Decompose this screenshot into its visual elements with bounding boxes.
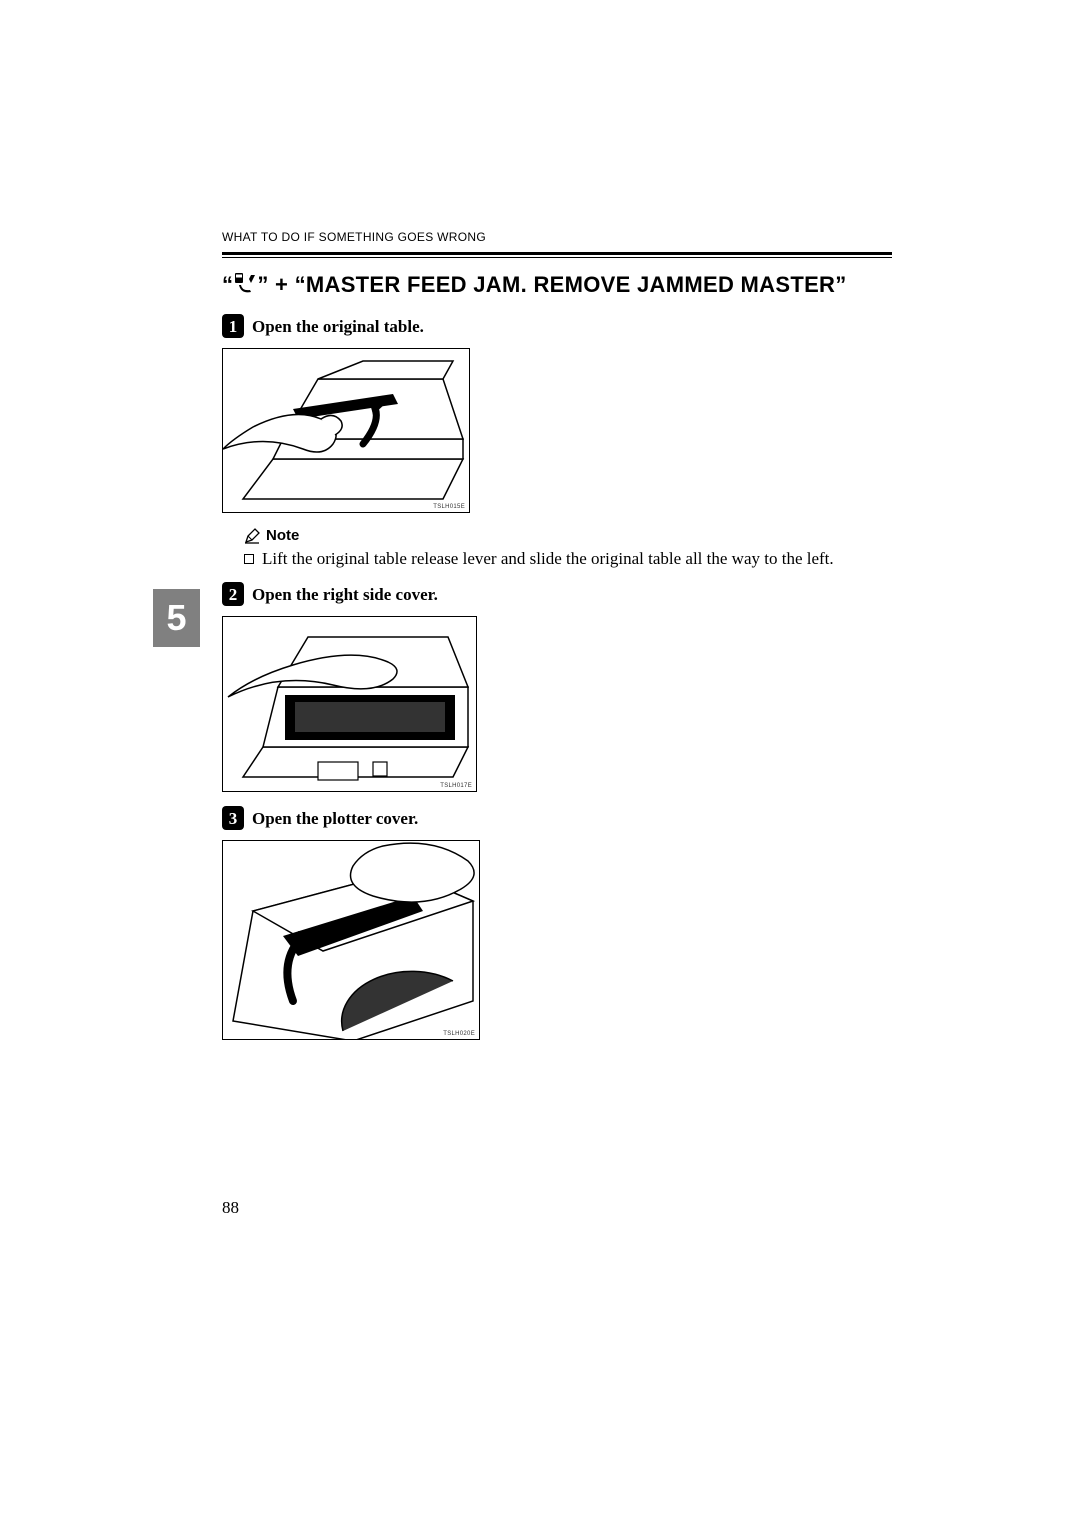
step-number-icon: 3 <box>222 806 244 830</box>
step-header: 1 Open the original table. <box>222 314 892 338</box>
page-number: 88 <box>222 1198 239 1218</box>
step-header: 2 Open the right side cover. <box>222 582 892 606</box>
pencil-icon <box>244 528 260 544</box>
note-label: Note <box>266 527 299 544</box>
title-quote-open: “ <box>222 272 233 297</box>
step-3: 3 Open the plotter cover. TSLH020E <box>222 806 892 1040</box>
note-block: Note Lift the original table release lev… <box>244 527 892 570</box>
illustration-code: TSLH020E <box>443 1031 475 1037</box>
divider-thin <box>222 257 892 258</box>
note-text: Lift the original table release lever an… <box>262 548 834 570</box>
svg-text:2: 2 <box>229 585 238 604</box>
printer-side-cover-sketch <box>223 617 477 792</box>
title-message: MASTER FEED JAM. REMOVE JAMMED MASTER <box>306 272 835 297</box>
printer-plotter-cover-sketch <box>223 841 480 1040</box>
jam-icon <box>233 272 257 294</box>
section-title: “ ” + “MASTER FEED JAM. REMOVE JAMMED MA… <box>222 272 892 298</box>
chapter-tab: 5 <box>153 589 200 647</box>
step-text: Open the right side cover. <box>252 582 438 606</box>
running-header: WHAT TO DO IF SOMETHING GOES WRONG <box>222 230 892 244</box>
step-text: Open the original table. <box>252 314 424 338</box>
page-content: WHAT TO DO IF SOMETHING GOES WRONG “ ” +… <box>222 230 892 1054</box>
step-1: 1 Open the original table. TSLH015E <box>222 314 892 570</box>
svg-text:1: 1 <box>229 317 238 336</box>
step-number-icon: 2 <box>222 582 244 606</box>
step-2-illustration: TSLH017E <box>222 616 477 792</box>
illustration-code: TSLH017E <box>440 783 472 789</box>
note-bullet-icon <box>244 554 254 564</box>
note-header: Note <box>244 527 892 544</box>
printer-open-table-sketch <box>223 349 470 513</box>
divider-thick <box>222 252 892 255</box>
step-text: Open the plotter cover. <box>252 806 418 830</box>
title-mid: ” + “ <box>257 272 306 297</box>
step-1-illustration: TSLH015E <box>222 348 470 513</box>
step-number-icon: 1 <box>222 314 244 338</box>
step-2: 2 Open the right side cover. TSLH017E <box>222 582 892 792</box>
step-header: 3 Open the plotter cover. <box>222 806 892 830</box>
note-body: Lift the original table release lever an… <box>244 548 892 570</box>
title-quote-close: ” <box>835 272 846 297</box>
svg-text:3: 3 <box>229 809 238 828</box>
step-3-illustration: TSLH020E <box>222 840 480 1040</box>
illustration-code: TSLH015E <box>433 504 465 510</box>
